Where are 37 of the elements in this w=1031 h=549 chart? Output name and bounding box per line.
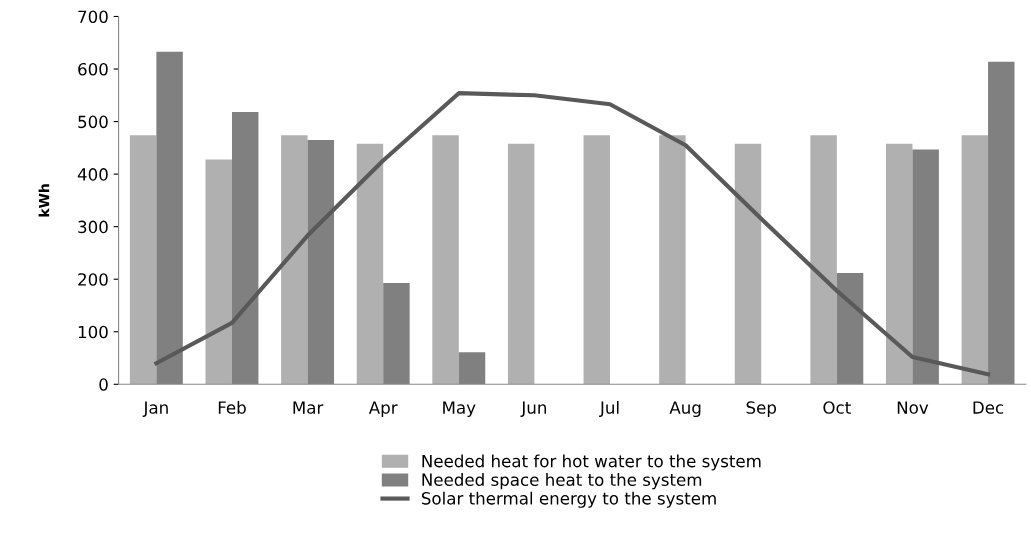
x-tick-label: Mar xyxy=(293,401,324,414)
bar xyxy=(432,135,459,385)
x-tick-label: May xyxy=(443,401,476,418)
legend-label: Solar thermal energy to the system xyxy=(421,491,716,508)
bar xyxy=(734,143,762,385)
bar xyxy=(659,135,686,385)
x-tick-label: Jan xyxy=(142,401,168,417)
x-tick-label: Nov xyxy=(897,401,929,414)
bar xyxy=(129,135,157,385)
bar xyxy=(205,159,232,385)
bar xyxy=(356,143,384,385)
bar xyxy=(810,135,837,385)
y-tick-label: 300 xyxy=(78,220,108,234)
x-tick-label: Dec xyxy=(973,401,1004,414)
bar xyxy=(961,135,989,385)
x-tick-label: Jun xyxy=(520,401,547,417)
bar xyxy=(583,135,611,385)
y-tick-label: 600 xyxy=(78,62,108,76)
x-tick-label: Oct xyxy=(823,401,851,414)
x-tick-label: Jul xyxy=(599,400,619,417)
x-tick-label: Feb xyxy=(218,400,246,414)
bar xyxy=(281,135,308,385)
x-tick-label: Aug xyxy=(669,401,701,418)
y-tick-label: 700 xyxy=(78,10,108,24)
line-series xyxy=(154,91,991,377)
x-tick-label: Apr xyxy=(368,401,398,418)
legend-label: Needed heat for hot water to the system xyxy=(422,454,761,471)
y-tick-label: 400 xyxy=(77,168,108,181)
y-tick-label: 500 xyxy=(78,115,108,129)
y-axis-title: kWh xyxy=(38,184,50,217)
legend-label: Needed space heat to the system xyxy=(422,473,702,490)
bar xyxy=(885,143,913,385)
bar xyxy=(507,143,535,385)
y-tick-label: 0 xyxy=(99,378,108,391)
y-tick-label: 100 xyxy=(78,325,108,339)
y-tick-label: 200 xyxy=(78,273,108,286)
x-tick-label: Sep xyxy=(746,401,777,418)
